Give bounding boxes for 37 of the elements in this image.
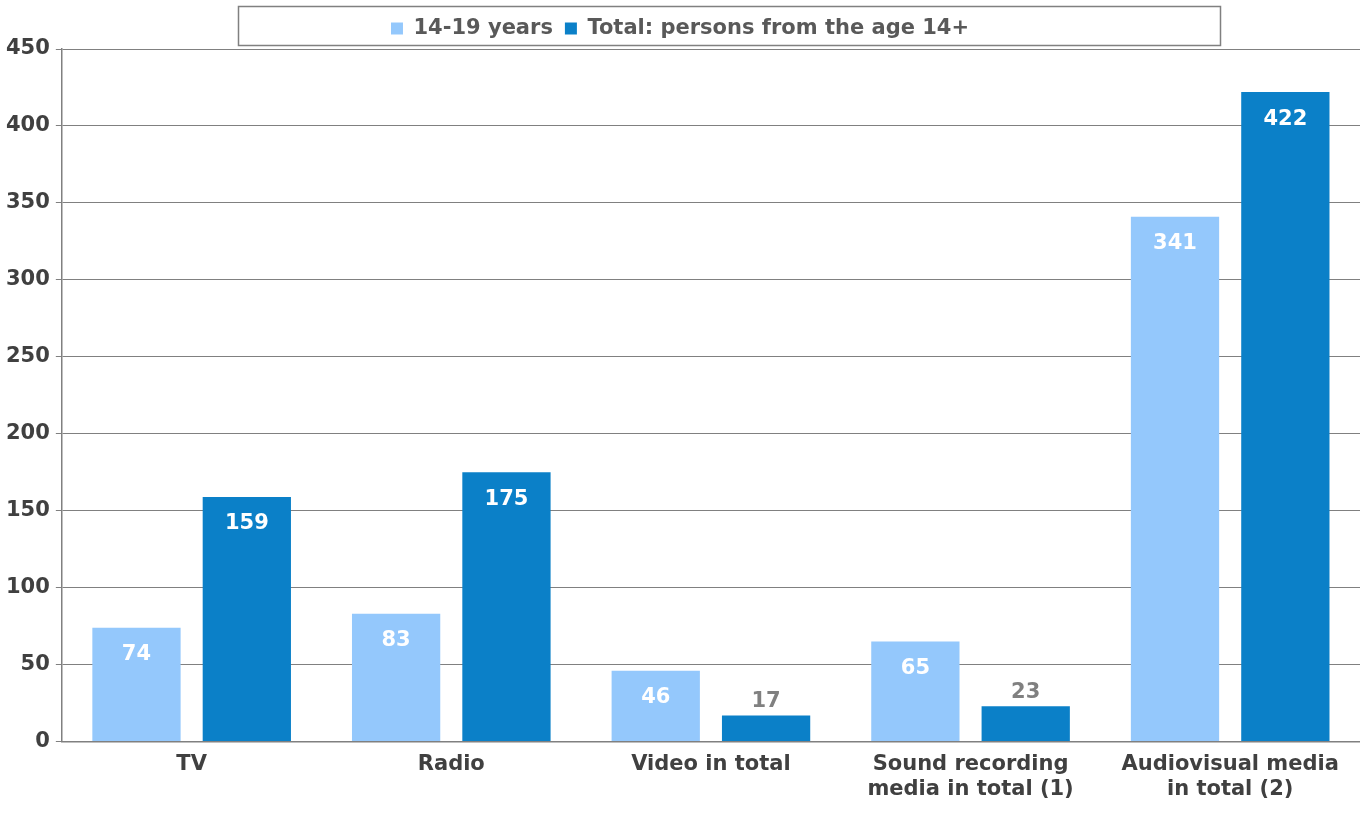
y-tick-label: 450 (5, 35, 50, 60)
data-label: 46 (641, 684, 671, 709)
x-tick-label: Video in total (631, 750, 791, 775)
legend-label: Total: persons from the age 14+ (587, 14, 970, 39)
x-tick-label: TV (176, 750, 208, 775)
data-label: 175 (484, 485, 529, 510)
y-tick-label: 250 (5, 343, 50, 368)
bar (1241, 92, 1330, 742)
data-label: 74 (121, 641, 152, 666)
y-tick-label: 200 (5, 420, 50, 445)
bar (202, 496, 291, 742)
data-label: 422 (1263, 105, 1308, 130)
bar (611, 670, 700, 742)
legend-label: 14-19 years (413, 14, 553, 39)
bar (351, 613, 441, 742)
data-label: 23 (1011, 679, 1041, 704)
bar (871, 641, 960, 742)
y-tick-label: 400 (5, 112, 50, 137)
y-tick-label: 50 (20, 651, 50, 676)
y-tick-label: 100 (5, 574, 50, 599)
data-label: 65 (900, 655, 930, 680)
y-tick-label: 300 (5, 266, 50, 291)
bar (92, 627, 181, 742)
bar (981, 706, 1070, 742)
bar (462, 472, 551, 742)
data-label: 159 (224, 510, 269, 535)
bar (721, 715, 811, 742)
x-tick-label: Sound recording media in total (1) (867, 750, 1074, 800)
data-label: 17 (751, 688, 781, 713)
y-tick-label: 150 (5, 497, 50, 522)
y-tick-label: 0 (35, 728, 50, 753)
x-tick-label: Audiovisual media in total (2) (1121, 750, 1339, 800)
data-label: 341 (1153, 230, 1197, 255)
data-label: 83 (381, 627, 411, 652)
x-tick-label: Radio (417, 750, 485, 775)
bar (1130, 216, 1220, 742)
y-tick-label: 350 (5, 189, 50, 214)
